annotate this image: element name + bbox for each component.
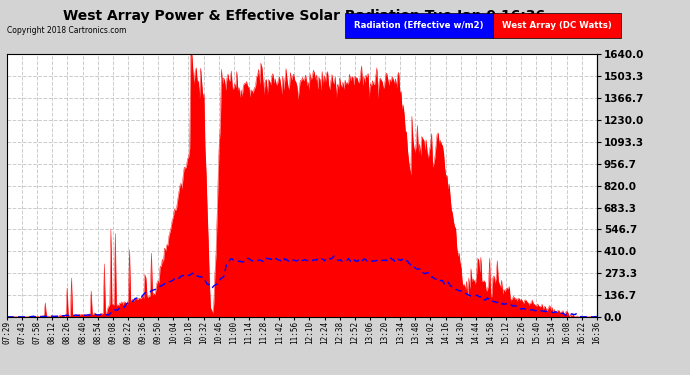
Text: Copyright 2018 Cartronics.com: Copyright 2018 Cartronics.com [7,26,126,35]
Text: West Array Power & Effective Solar Radiation Tue Jan 9 16:36: West Array Power & Effective Solar Radia… [63,9,544,23]
Text: West Array (DC Watts): West Array (DC Watts) [502,21,612,30]
Text: Radiation (Effective w/m2): Radiation (Effective w/m2) [355,21,484,30]
